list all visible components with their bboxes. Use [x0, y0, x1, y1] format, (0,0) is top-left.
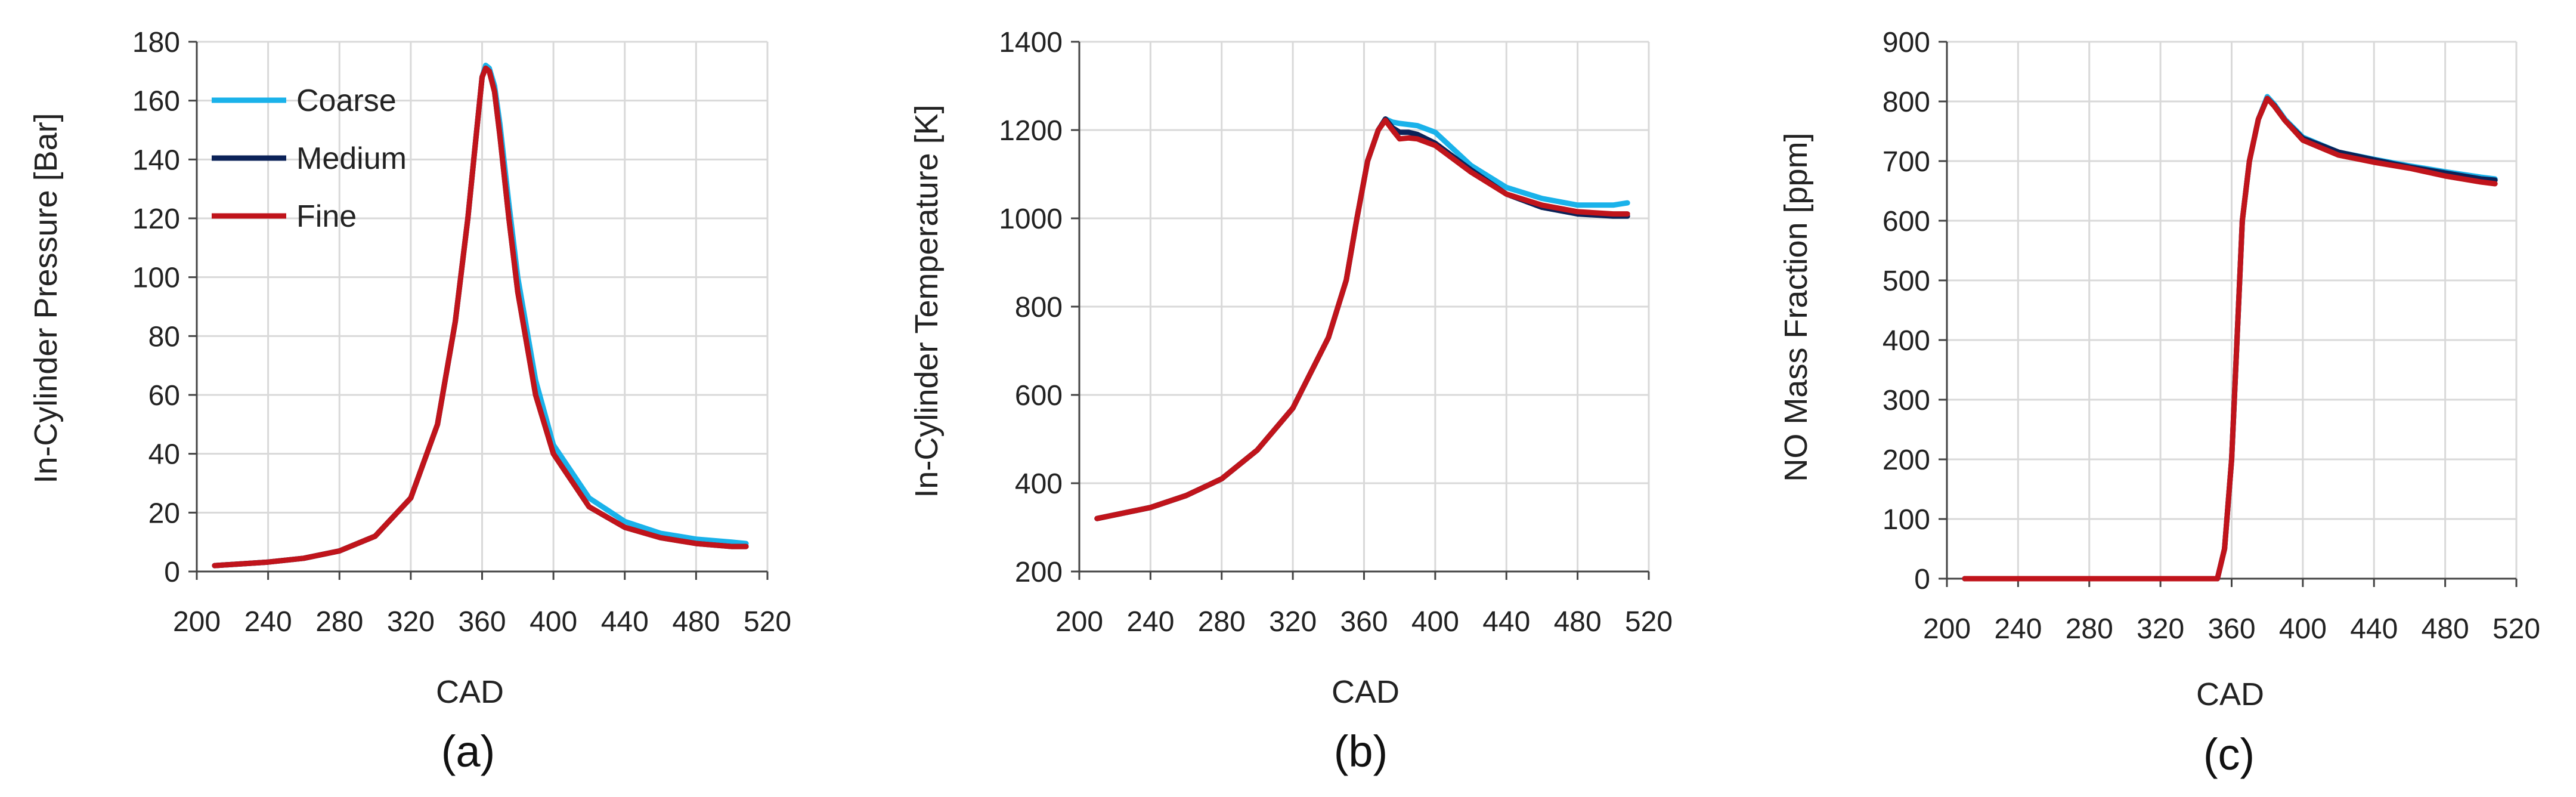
y-tick-label: 0	[164, 557, 180, 588]
x-tick-label: 320	[2137, 613, 2184, 645]
y-tick-label: 160	[132, 86, 180, 118]
panel-c: 0 100 200 300 400 500 600 700 800 900 200 240 280 320…	[1778, 27, 2540, 779]
y-tick-label: 700	[1883, 146, 1930, 178]
series-line-medium	[212, 65, 749, 569]
ylabel-b: In-Cylinder Temperature [K]	[909, 104, 945, 498]
y-tick-label: 300	[1883, 385, 1930, 416]
x-tick-label: 360	[2207, 613, 2255, 645]
y-tick-label: 1200	[999, 115, 1063, 147]
y-tick-label: 600	[1015, 380, 1063, 412]
x-tick-label: 400	[1411, 606, 1459, 638]
xlabel-a: CAD	[436, 674, 504, 710]
panel-label-a: (a)	[441, 727, 495, 776]
ylabel-c: NO Mass Fraction [ppm]	[1778, 132, 1814, 481]
y-tick-label: 20	[148, 498, 180, 529]
plot-area-b: 200 400 600 800 1000 1200 1400 200 240 280 320 360 4…	[999, 27, 1673, 638]
x-tick-label: 240	[1126, 606, 1174, 638]
panel-a: 0 20 40 60 80 100 120 140 160 180 200 240 280 320 360 4…	[28, 27, 791, 776]
y-tick-label: 600	[1883, 206, 1930, 237]
x-tick-label: 240	[244, 606, 292, 638]
x-tick-label: 200	[1923, 613, 1971, 645]
y-tick-label: 100	[1883, 504, 1930, 536]
x-tick-label: 520	[2493, 613, 2540, 645]
y-tick-label: 500	[1883, 265, 1930, 297]
y-tick-label: 800	[1015, 292, 1063, 323]
legend-label-medium: Medium	[296, 141, 407, 176]
plot-area-a: 0 20 40 60 80 100 120 140 160 180 200 240 280 320 360 4…	[132, 27, 791, 638]
y-tick-label: 100	[132, 262, 180, 294]
y-tick-label: 200	[1883, 444, 1930, 476]
series-line-fine	[212, 65, 749, 569]
x-tick-label: 480	[1554, 606, 1602, 638]
x-tick-label: 400	[2279, 613, 2327, 645]
y-tick-label: 120	[132, 203, 180, 235]
series-line-fine	[1962, 95, 2498, 582]
plot-area-c: 0 100 200 300 400 500 600 700 800 900 200 240 280 320…	[1883, 27, 2540, 645]
x-tick-label: 520	[1625, 606, 1673, 638]
x-tick-label: 320	[387, 606, 435, 638]
panel-label-c: (c)	[2203, 730, 2255, 779]
x-tick-label: 360	[1340, 606, 1388, 638]
legend-label-coarse: Coarse	[296, 84, 397, 118]
ylabel-a: In-Cylinder Pressure [Bar]	[28, 113, 64, 483]
x-tick-label: 480	[672, 606, 720, 638]
y-tick-label: 400	[1883, 325, 1930, 357]
series-line-coarse	[212, 63, 749, 569]
x-tick-label: 480	[2422, 613, 2469, 645]
panel-b: 200 400 600 800 1000 1200 1400 200 240 280 320 360 4…	[909, 27, 1673, 776]
y-tick-label: 900	[1883, 27, 1930, 58]
x-tick-label: 400	[530, 606, 577, 638]
y-tick-label: 80	[148, 321, 180, 353]
x-tick-label: 440	[601, 606, 649, 638]
y-tick-label: 140	[132, 144, 180, 176]
x-tick-label: 280	[315, 606, 363, 638]
x-tick-label: 200	[1055, 606, 1103, 638]
y-tick-label: 1400	[999, 27, 1063, 58]
y-tick-label: 1000	[999, 203, 1063, 235]
x-tick-label: 200	[173, 606, 221, 638]
series-line-fine	[1094, 118, 1630, 521]
x-tick-label: 320	[1269, 606, 1317, 638]
x-tick-label: 440	[1482, 606, 1530, 638]
x-tick-label: 520	[744, 606, 791, 638]
xlabel-b: CAD	[1332, 674, 1400, 710]
panel-label-b: (b)	[1334, 727, 1388, 776]
x-tick-label: 440	[2350, 613, 2398, 645]
x-tick-label: 280	[1198, 606, 1246, 638]
xlabel-c: CAD	[2196, 676, 2264, 712]
y-tick-label: 0	[1914, 564, 1930, 595]
x-tick-label: 360	[458, 606, 506, 638]
y-tick-label: 800	[1883, 87, 1930, 118]
y-tick-label: 40	[148, 439, 180, 471]
y-tick-label: 400	[1015, 468, 1063, 500]
legend-label-fine: Fine	[296, 199, 357, 234]
y-tick-label: 180	[132, 27, 180, 58]
y-tick-label: 200	[1015, 557, 1063, 588]
x-tick-label: 280	[2066, 613, 2113, 645]
legend: Coarse Medium Fine	[212, 84, 407, 234]
y-tick-label: 60	[148, 380, 180, 412]
x-tick-label: 240	[1994, 613, 2042, 645]
